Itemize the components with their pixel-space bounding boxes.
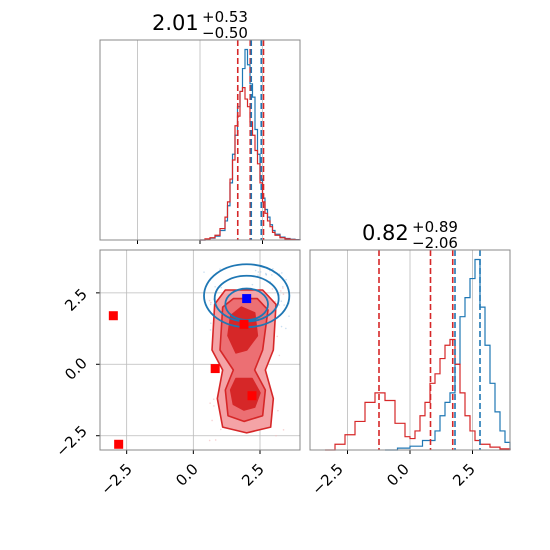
hist2-xtick-label-3: 2.5 xyxy=(449,460,479,490)
joint-sample-point xyxy=(274,300,277,303)
joint-sample-point xyxy=(254,269,257,272)
joint-sample-point xyxy=(213,405,215,407)
joint-sample-point xyxy=(220,286,223,289)
hist2-xtick-label-1: −2.5 xyxy=(308,460,346,498)
joint-frame xyxy=(99,249,301,451)
hist1-frame xyxy=(99,39,301,241)
joint-ytick-label-1: 2.5 xyxy=(61,285,91,315)
joint-sample-point xyxy=(282,429,285,431)
joint-sample-point xyxy=(281,285,284,288)
joint-sample-point xyxy=(208,439,211,442)
hist1-series-red xyxy=(200,87,301,241)
joint-marker-red-1 xyxy=(239,319,249,329)
joint-sample-point xyxy=(259,271,262,273)
panel-joint-contour xyxy=(96,249,301,454)
joint-sample-point xyxy=(275,434,277,437)
joint-plot-area xyxy=(203,263,291,442)
joint-sample-point xyxy=(280,290,282,292)
joint-sample-point xyxy=(212,398,215,401)
joint-marker-red-5 xyxy=(114,439,124,449)
joint-sample-point xyxy=(214,439,217,441)
title-param1-value: 2.01 xyxy=(152,11,199,35)
hist2-xtick-label-2: 0.0 xyxy=(383,460,413,490)
joint-xtick-label-3: 2.5 xyxy=(238,460,268,490)
joint-sample-point xyxy=(257,271,260,273)
joint-sample-point xyxy=(209,402,211,404)
title-param1-sup: +0.53 xyxy=(202,8,248,26)
joint-sample-point xyxy=(283,304,285,306)
joint-sample-point xyxy=(278,304,281,306)
joint-sample-point xyxy=(281,272,283,274)
title-param2-sup: +0.89 xyxy=(412,218,458,236)
joint-sample-point xyxy=(214,285,216,288)
joint-marker-red-4 xyxy=(108,311,118,321)
panel-param2-histogram xyxy=(309,249,511,454)
joint-marker-blue-0 xyxy=(242,294,252,304)
joint-sample-point xyxy=(285,327,287,330)
hist2-series-red xyxy=(325,338,511,451)
title-param1-sub: −0.50 xyxy=(202,24,248,42)
panel-param1-histogram xyxy=(99,39,301,244)
joint-red-contour-inner-3 xyxy=(229,377,261,411)
title-param1: 2.01 xyxy=(152,11,199,35)
joint-xtick-label-2: 0.0 xyxy=(172,460,202,490)
joint-sample-point xyxy=(219,268,221,270)
joint-marker-red-2 xyxy=(210,364,220,374)
joint-ytick-label-2: 0.0 xyxy=(61,354,91,384)
joint-sample-point xyxy=(209,329,212,331)
joint-xtick-label-1: −2.5 xyxy=(97,460,135,498)
joint-sample-point xyxy=(276,335,279,338)
joint-sample-point xyxy=(277,409,279,412)
title-param2: 0.82 xyxy=(362,221,409,245)
joint-sample-point xyxy=(278,354,281,357)
joint-sample-point xyxy=(282,287,284,289)
joint-sample-point xyxy=(282,293,285,295)
joint-ytick-label-3: −2.5 xyxy=(52,422,90,460)
joint-sample-point xyxy=(278,294,281,296)
joint-sample-point xyxy=(257,274,259,276)
joint-sample-point xyxy=(288,315,290,317)
title-param2-sub: −2.06 xyxy=(412,234,458,252)
hist2-series-blue xyxy=(385,258,511,451)
joint-sample-point xyxy=(272,267,274,270)
title-param2-value: 0.82 xyxy=(362,221,409,245)
joint-marker-red-3 xyxy=(247,391,257,401)
joint-sample-point xyxy=(220,428,222,431)
joint-sample-point xyxy=(211,419,213,422)
joint-sample-point xyxy=(251,283,254,286)
joint-sample-point xyxy=(271,274,273,276)
joint-sample-point xyxy=(203,271,205,273)
joint-sample-point xyxy=(209,303,212,306)
joint-sample-point xyxy=(280,325,283,328)
hist2-frame xyxy=(309,249,511,451)
joint-sample-point xyxy=(208,299,211,302)
joint-sample-point xyxy=(280,300,283,303)
joint-sample-point xyxy=(285,278,287,281)
joint-sample-point xyxy=(210,322,212,324)
joint-sample-point xyxy=(271,288,274,290)
joint-sample-point xyxy=(265,273,268,276)
joint-sample-point xyxy=(210,301,212,304)
